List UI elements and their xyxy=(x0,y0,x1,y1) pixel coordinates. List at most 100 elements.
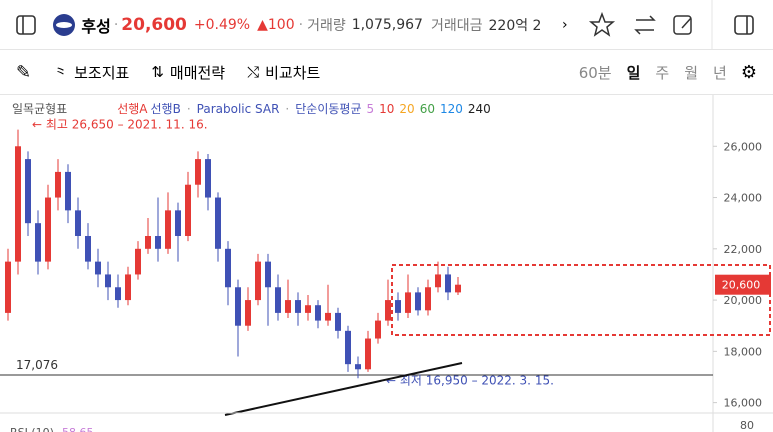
candle-body xyxy=(115,287,121,301)
candle-body xyxy=(45,197,51,262)
change: ▲100 xyxy=(257,16,295,33)
legend-sma-period: 10 xyxy=(379,102,394,116)
highlight-box xyxy=(391,264,771,336)
legend-span-b: 선행B xyxy=(151,101,181,116)
rsi-value: 58.65 xyxy=(62,426,94,432)
candle-body xyxy=(145,235,151,249)
tool-label: 보조지표 xyxy=(74,63,130,82)
high-note: ← 최고 26,650 – 2021. 11. 16. xyxy=(32,118,208,132)
legend-sma-period: 60 xyxy=(420,102,435,116)
amount: 220억 2 xyxy=(488,17,542,34)
candle-body xyxy=(95,261,101,275)
y-tick-label: 16,000 xyxy=(724,397,763,410)
period-tab[interactable]: 년 xyxy=(713,63,727,82)
candle-body xyxy=(355,364,361,370)
period-tab[interactable]: 60분 xyxy=(578,63,612,82)
period-tab[interactable]: 일 xyxy=(626,63,641,82)
candle-body xyxy=(75,210,81,236)
candle-body xyxy=(165,210,171,249)
candle-body xyxy=(155,235,161,249)
candle-body xyxy=(335,312,341,331)
legend-sep: · xyxy=(285,102,289,116)
draw-icon[interactable]: ✎ xyxy=(16,61,32,83)
candle-body xyxy=(235,287,241,326)
price: 20,600 xyxy=(121,14,187,35)
amount-label: 거래대금 xyxy=(430,17,483,34)
candle-body xyxy=(445,274,451,293)
candle-body xyxy=(25,159,31,224)
trend-line xyxy=(224,362,463,416)
candle-body xyxy=(35,223,41,262)
candle-body xyxy=(245,300,251,326)
edit-icon[interactable] xyxy=(672,14,692,35)
swap-icon[interactable] xyxy=(633,14,656,35)
candle-body xyxy=(125,274,131,301)
legend-sma-period: 5 xyxy=(367,102,375,116)
header: 후성 · 20,600 +0.49% ▲100 · 거래량 1,075,967 … xyxy=(0,0,773,50)
candle-body xyxy=(215,197,221,249)
current-price-label: 20,600 xyxy=(722,279,761,292)
chart: 일목균형표 선행A 선행B · Parabolic SAR · 단순이동평균 5 10 20 60 1… xyxy=(0,95,773,432)
tool-icon: ⺀ xyxy=(53,63,69,82)
legend-sma-period: 120 xyxy=(440,102,463,116)
tool-icon: ⤭ xyxy=(247,63,260,81)
legend: 일목균형표 선행A 선행B · Parabolic SAR · 단순이동평균 5 10 20 60 1… xyxy=(12,101,491,116)
tool-icon: ⇅ xyxy=(151,63,164,81)
candle-body xyxy=(425,287,431,311)
candle-body xyxy=(205,159,211,198)
tool-button[interactable]: ⤭ 비교차트 xyxy=(247,62,320,83)
candle-body xyxy=(405,292,411,313)
y-tick-label: 24,000 xyxy=(724,192,763,205)
candle-body xyxy=(285,300,291,313)
y-tick-label: 22,000 xyxy=(724,243,763,256)
candle-body xyxy=(375,320,381,339)
candle-body xyxy=(55,171,61,198)
period-tab[interactable]: 월 xyxy=(684,63,699,82)
tool-label: 비교차트 xyxy=(265,63,321,82)
toolbar: ✎ ⺀ 보조지표 ⇅ 매매전략 ⤭ 비교차트 60분 일 주 월 년 ⚙ xyxy=(0,50,773,95)
tool-label: 매매전략 xyxy=(169,63,226,82)
panel-icon[interactable] xyxy=(733,14,754,35)
legend-span-a: 선행A xyxy=(117,101,148,116)
legend-sar: Parabolic SAR xyxy=(197,102,280,116)
candle-body xyxy=(65,171,71,211)
period-tab[interactable]: 주 xyxy=(655,63,670,82)
candle-body xyxy=(315,305,321,321)
candle-body xyxy=(395,300,401,313)
candle-body xyxy=(15,146,21,262)
legend-ichimoku: 일목균형표 xyxy=(12,102,67,116)
current-price-tag xyxy=(715,274,771,295)
candle-body xyxy=(195,159,201,185)
candle-body xyxy=(105,274,111,288)
star-icon[interactable] xyxy=(588,11,615,37)
candle-body xyxy=(305,305,311,313)
candle-body xyxy=(385,300,391,321)
candle-body xyxy=(265,261,271,288)
legend-sma-period: 20 xyxy=(399,102,414,116)
settings-icon[interactable]: ⚙ xyxy=(740,61,757,83)
candle-body xyxy=(5,261,11,313)
y-tick-label: 18,000 xyxy=(724,345,763,358)
change-pct: +0.49% xyxy=(193,16,251,33)
candle-body xyxy=(275,287,281,313)
legend-sma-period: 240 xyxy=(468,102,491,116)
sidebar-icon[interactable] xyxy=(0,0,50,50)
legend-sma: 단순이동평균 xyxy=(295,102,361,116)
volume: 1,075,967 xyxy=(351,16,423,33)
candle-body xyxy=(135,248,141,275)
candle-body xyxy=(365,338,371,370)
rsi-label: RSI (10) xyxy=(10,426,54,432)
tool-button[interactable]: ⇅ 매매전략 xyxy=(151,62,225,83)
candle-body xyxy=(175,210,181,236)
candle-body xyxy=(435,274,441,288)
candle-body xyxy=(185,184,191,236)
tool-button[interactable]: ⺀ 보조지표 xyxy=(53,62,129,83)
low-note: ← 최저 16,950 – 2022. 3. 15. xyxy=(386,373,554,387)
y-tick-label: 26,000 xyxy=(724,140,763,153)
volume-label: 거래량 xyxy=(307,17,346,34)
candle-body xyxy=(225,248,231,288)
more-arrow[interactable]: › xyxy=(561,16,568,33)
stock-name: 후성 xyxy=(81,16,111,36)
legend-sep: · xyxy=(187,102,191,116)
